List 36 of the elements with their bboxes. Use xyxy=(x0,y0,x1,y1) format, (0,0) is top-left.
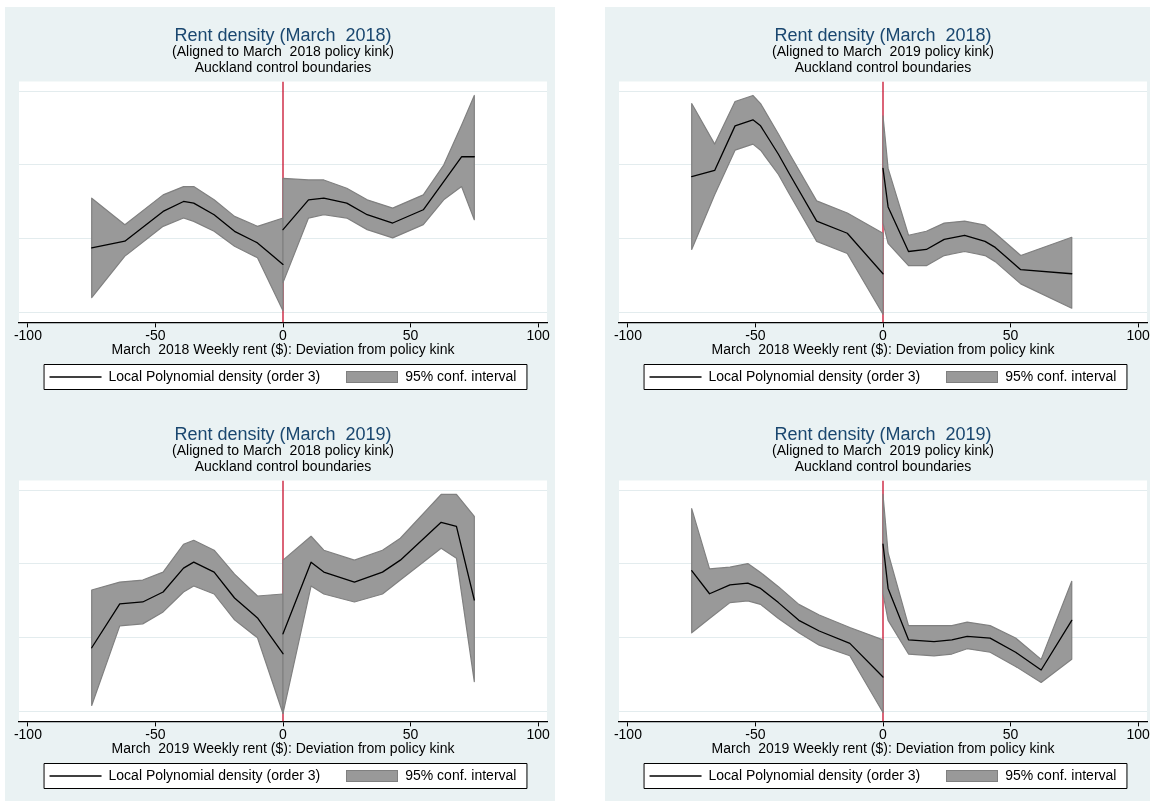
x-tick-label: 0 xyxy=(279,725,288,742)
chart-title: Rent density (March 2018) xyxy=(174,24,392,45)
x-axis-title: March 2019 Weekly rent ($): Deviation from policy kink xyxy=(711,740,1056,757)
x-tick-label: -50 xyxy=(145,725,166,742)
legend-label: Local Polynomial density (order 3) xyxy=(108,766,321,783)
x-axis-title: March 2019 Weekly rent ($): Deviation from policy kink xyxy=(111,740,456,757)
x-tick-label: 0 xyxy=(279,326,288,343)
x-tick-label: -100 xyxy=(613,326,643,343)
legend-label: Local Polynomial density (order 3) xyxy=(708,766,921,783)
x-tick-label: 0 xyxy=(879,725,888,742)
x-tick-label: -50 xyxy=(745,725,766,742)
x-tick-label: 50 xyxy=(1002,725,1019,742)
x-tick-label: 50 xyxy=(402,725,419,742)
chart-title: Rent density (March 2019) xyxy=(174,423,392,444)
x-tick-label: -100 xyxy=(13,725,43,742)
x-tick-label: -50 xyxy=(145,326,166,343)
x-tick-label: 100 xyxy=(1126,326,1150,343)
legend-label: Local Polynomial density (order 3) xyxy=(708,367,921,384)
text: 95% conf. interval xyxy=(405,367,517,384)
x-tick-label: 50 xyxy=(1002,326,1019,343)
x-axis-title: March 2018 Weekly rent ($): Deviation from policy kink xyxy=(711,341,1056,358)
chart-title: Rent density (March 2019) xyxy=(774,423,992,444)
text: 95% conf. interval xyxy=(1005,766,1117,783)
x-tick-label: 100 xyxy=(526,326,550,343)
x-tick-label: -100 xyxy=(613,725,643,742)
x-tick-label: 100 xyxy=(526,725,550,742)
x-tick-label: 50 xyxy=(402,326,419,343)
text: 95% conf. interval xyxy=(405,766,517,783)
x-tick-label: 100 xyxy=(1126,725,1150,742)
x-tick-label: -100 xyxy=(13,326,43,343)
legend-label: Local Polynomial density (order 3) xyxy=(108,367,321,384)
x-tick-label: 0 xyxy=(879,326,888,343)
chart-title: Rent density (March 2018) xyxy=(774,24,992,45)
x-tick-label: -50 xyxy=(745,326,766,343)
text: 95% conf. interval xyxy=(1005,367,1117,384)
x-axis-title: March 2018 Weekly rent ($): Deviation from policy kink xyxy=(111,341,456,358)
